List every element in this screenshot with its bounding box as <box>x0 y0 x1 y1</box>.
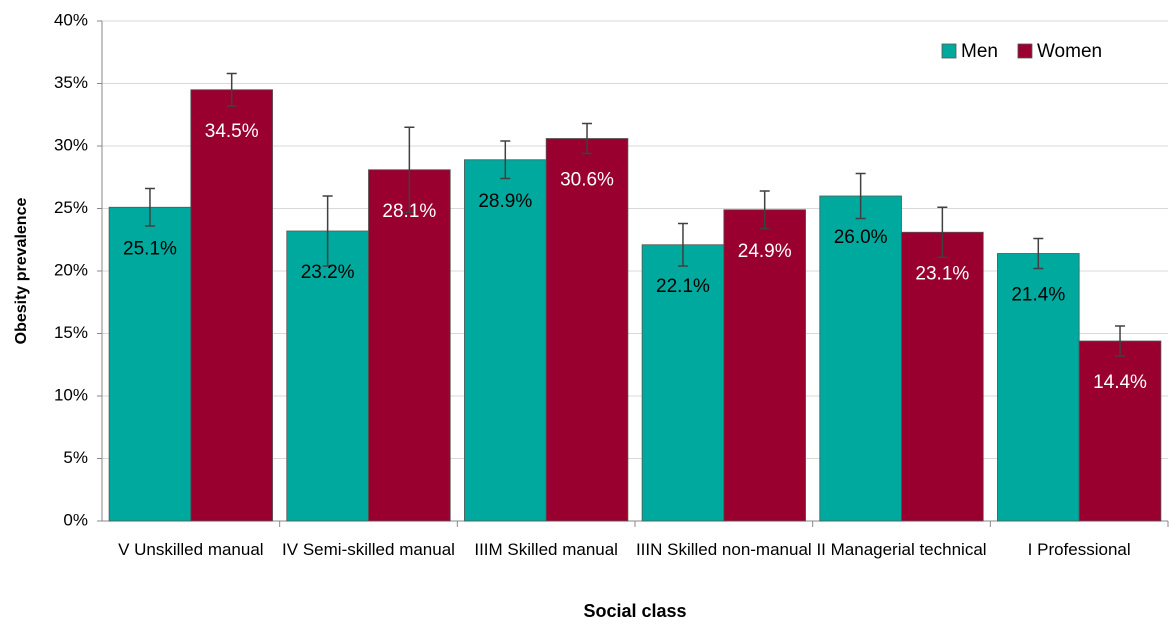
y-axis-title: Obesity prevalence <box>13 198 30 345</box>
error-bar <box>144 187 155 227</box>
bar <box>723 209 806 522</box>
y-tick-label: 15% <box>54 323 88 342</box>
x-axis-title: Social class <box>583 601 686 621</box>
legend-swatch <box>1017 43 1033 59</box>
bar <box>545 138 629 522</box>
x-tick-label: V Unskilled manual <box>118 540 264 559</box>
x-tick-label: IV Semi-skilled manual <box>282 540 455 559</box>
y-tick-label: 40% <box>54 10 88 29</box>
x-tick-label: IIIM Skilled manual <box>474 540 618 559</box>
bar <box>641 244 725 522</box>
bar <box>286 230 369 522</box>
error-bar <box>500 140 511 180</box>
legend-swatch <box>941 43 957 59</box>
x-tick-label: I Professional <box>1027 540 1131 559</box>
legend-label: Women <box>1037 41 1102 62</box>
y-tick-label: 5% <box>63 448 88 467</box>
data-label: 14.4% <box>1093 372 1147 393</box>
data-label: 28.9% <box>478 191 532 212</box>
data-label: 23.2% <box>301 262 355 283</box>
data-label: 30.6% <box>560 170 614 191</box>
error-bar <box>677 222 688 267</box>
y-tick-label: 0% <box>63 510 88 529</box>
y-tick-label: 25% <box>54 198 88 217</box>
y-tick-label: 10% <box>54 385 88 404</box>
data-label: 22.1% <box>656 276 710 297</box>
error-bar <box>855 172 866 220</box>
bar <box>997 253 1080 522</box>
error-bar <box>322 195 333 267</box>
bar <box>368 169 451 522</box>
y-tick-label: 35% <box>54 73 88 92</box>
data-label: 23.1% <box>915 263 969 284</box>
x-tick-label: IIIN Skilled non-manual <box>635 540 812 559</box>
data-label: 25.1% <box>123 238 177 259</box>
bar <box>1078 340 1162 522</box>
data-label: 28.1% <box>382 201 436 222</box>
data-label: 24.9% <box>738 241 792 262</box>
error-bar <box>582 122 593 155</box>
bar <box>190 89 273 522</box>
bar <box>901 231 984 522</box>
error-bar <box>404 126 415 213</box>
y-tick-label: 20% <box>54 260 88 279</box>
error-bar <box>226 72 237 107</box>
data-label: 21.4% <box>1011 285 1065 306</box>
error-bar <box>1033 237 1044 270</box>
error-bar <box>759 190 770 230</box>
error-bar <box>937 206 948 258</box>
data-label: 26.0% <box>834 227 888 248</box>
error-bar <box>1115 325 1126 357</box>
bar <box>464 159 547 522</box>
y-tick-label: 30% <box>54 135 88 154</box>
data-label: 34.5% <box>205 121 259 142</box>
legend-label: Men <box>961 41 998 62</box>
x-tick-label: II Managerial technical <box>816 540 987 559</box>
